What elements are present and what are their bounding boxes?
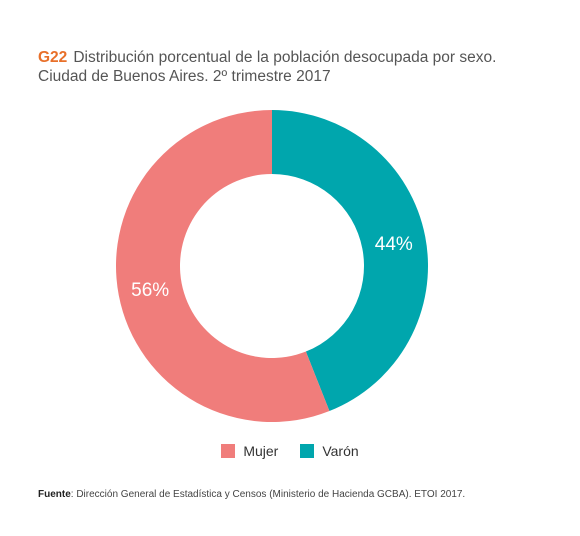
donut-labels: 44% 56%	[131, 234, 413, 301]
legend-swatch-mujer	[221, 444, 236, 458]
chart-title: G22 Distribución porcentual de la poblaci…	[38, 48, 558, 86]
legend-swatch-varon	[300, 444, 315, 458]
slice-varon	[272, 110, 429, 412]
label-mujer: 56%	[131, 280, 169, 301]
source-label: Fuente	[38, 489, 71, 500]
source-note: Fuente: Dirección General de Estadística…	[38, 489, 568, 500]
legend-label-mujer: Mujer	[243, 443, 279, 459]
title-line-2: Ciudad de Buenos Aires. 2º trimestre 201…	[38, 68, 331, 85]
legend: Mujer Varón	[0, 443, 580, 459]
chart-code: G22	[38, 49, 68, 66]
title-line-1: Distribución porcentual de la población …	[73, 49, 497, 66]
legend-item-mujer: Mujer	[221, 443, 278, 459]
source-text: : Dirección General de Estadística y Cen…	[70, 489, 466, 500]
label-varon: 44%	[375, 234, 413, 255]
slice-mujer	[116, 110, 330, 422]
legend-item-varon: Varón	[300, 443, 359, 459]
legend-label-varon: Varón	[322, 443, 359, 459]
donut-slices	[116, 110, 429, 422]
